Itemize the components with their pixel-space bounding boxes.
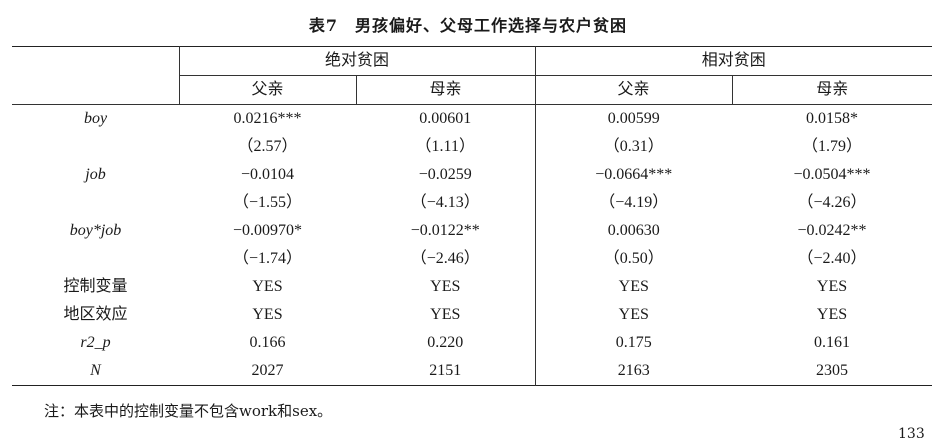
row-label xyxy=(12,133,179,161)
table-cell: （1.11） xyxy=(415,138,475,155)
table-cell: −0.00970* xyxy=(232,222,303,239)
table-cell: 2151 xyxy=(429,362,462,379)
row-label: 地区效应 xyxy=(63,306,128,323)
table-cell: YES xyxy=(252,306,283,323)
table-cell: YES xyxy=(816,306,848,323)
table-cell: （−4.19） xyxy=(534,189,733,217)
table-cell: 0.166 xyxy=(249,334,286,351)
table-cell: YES xyxy=(534,301,733,329)
page-number: 133 xyxy=(898,426,925,442)
table-cell: （0.50） xyxy=(534,245,733,273)
table-row: job −0.0104 −0.0259 −0.0664*** −0.0504*** xyxy=(12,161,932,189)
table-row: r2_p 0.166 0.220 0.175 0.161 xyxy=(12,329,932,357)
corner-cell xyxy=(12,47,179,76)
group-header-relative-poverty: 相对贫困 xyxy=(534,46,933,76)
table-cell: −0.0664*** xyxy=(534,161,733,189)
table-cell: 0.0216*** xyxy=(233,110,302,127)
row-label: N xyxy=(90,362,101,379)
row-label: 控制变量 xyxy=(63,278,128,295)
table-row: N 2027 2151 2163 2305 xyxy=(12,357,932,386)
table-cell: （−1.55） xyxy=(232,194,303,211)
table-row: （−1.55） （−4.13） （−4.19） （−4.26） xyxy=(12,189,932,217)
sub-header-row: 父亲 母亲 父亲 母亲 xyxy=(12,75,933,105)
table-cell: −0.0242** xyxy=(797,222,867,239)
table-cell: 2305 xyxy=(816,362,849,379)
sub-header-mother-absolute: 母亲 xyxy=(355,75,536,105)
table-row: boy 0.0216*** 0.00601 0.00599 0.0158* xyxy=(12,104,932,133)
regression-table: 绝对贫困 相对贫困 父亲 母亲 父亲 母亲 boy 0.0216*** 0.0060… xyxy=(12,46,933,386)
table-cell: （2.57） xyxy=(237,138,298,155)
table-cell: −0.0504*** xyxy=(793,166,871,183)
table-cell: （−4.26） xyxy=(797,194,867,211)
table-cell: 0.161 xyxy=(814,334,851,351)
table-cell: （−2.40） xyxy=(797,250,867,267)
table-title: 表7 男孩偏好、父母工作选择与农户贫困 xyxy=(308,16,628,35)
table-cell: 0.00630 xyxy=(534,217,733,245)
table-cell: YES xyxy=(534,273,733,301)
table-cell: YES xyxy=(252,278,283,295)
row-label xyxy=(12,245,179,273)
table-row: （−1.74） （−2.46） （0.50） （−2.40） xyxy=(12,245,932,273)
table-cell: 0.0158* xyxy=(806,110,859,127)
row-label: job xyxy=(85,166,106,183)
table-row: 地区效应 YES YES YES YES xyxy=(12,301,932,329)
table-row: boy*job −0.00970* −0.0122** 0.00630 −0.0242*… xyxy=(12,217,932,245)
table-row: （2.57） （1.11） （0.31） （1.79） xyxy=(12,133,932,161)
table-note: 注：本表中的控制变量不包含work和sex。 xyxy=(44,402,333,420)
table-row: 控制变量 YES YES YES YES xyxy=(12,273,932,301)
group-header-absolute-poverty: 绝对贫困 xyxy=(178,46,536,76)
table-cell: 2163 xyxy=(534,357,733,386)
table-cell: −0.0259 xyxy=(418,166,472,183)
sub-header-father-relative: 父亲 xyxy=(534,75,733,105)
table-cell: （0.31） xyxy=(534,133,733,161)
table-cell: YES xyxy=(430,306,461,323)
row-label: boy xyxy=(83,110,108,127)
table-cell: −0.0104 xyxy=(240,166,295,183)
sub-header-mother-relative: 母亲 xyxy=(731,75,933,105)
table-cell: 2027 xyxy=(251,362,284,379)
row-label: boy*job xyxy=(69,222,122,239)
sub-header-father-absolute: 父亲 xyxy=(178,75,356,105)
table-cell: 0.00599 xyxy=(534,104,733,133)
table-cell: YES xyxy=(430,278,461,295)
table-cell: −0.0122** xyxy=(410,222,480,239)
table-cell: （−4.13） xyxy=(410,194,480,211)
table-cell: （−1.74） xyxy=(232,250,303,267)
corner-cell-lower xyxy=(12,75,179,105)
table-cell: YES xyxy=(816,278,848,295)
table-cell: （1.79） xyxy=(802,138,863,155)
table-cell: 0.220 xyxy=(427,334,464,351)
table-cell: 0.175 xyxy=(534,329,733,357)
row-label: r2_p xyxy=(80,334,111,351)
row-label xyxy=(12,189,179,217)
table-cell: （−2.46） xyxy=(410,250,480,267)
group-header-row: 绝对贫困 相对贫困 xyxy=(12,46,933,76)
table-cell: 0.00601 xyxy=(419,110,472,127)
